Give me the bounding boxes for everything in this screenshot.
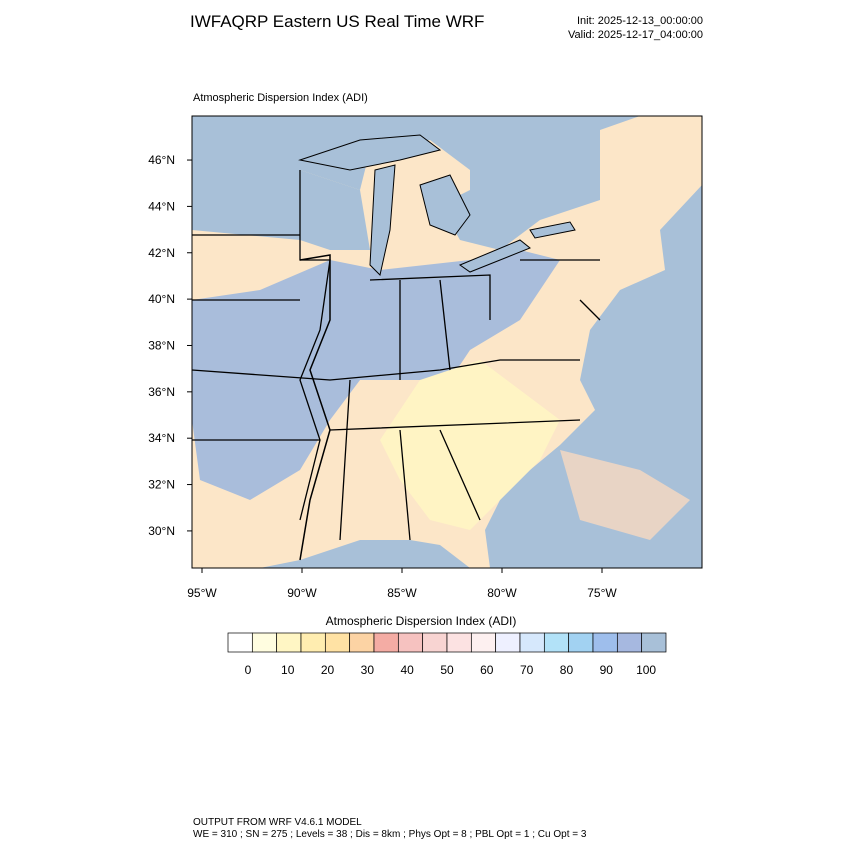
colorbar-tick-label: 30: [361, 663, 375, 677]
adi-high-central: [192, 250, 560, 500]
footer-line: WE = 310 ; SN = 275 ; Levels = 38 ; Dis …: [193, 829, 587, 840]
colorbar-title: Atmospheric Dispersion Index (ADI): [326, 614, 517, 628]
colorbar-tick-label: 10: [281, 663, 295, 677]
mississippi: [299, 254, 331, 561]
colorbar-tick-label: 50: [440, 663, 454, 677]
colorbar-tick-label: 80: [560, 663, 574, 677]
colorbar-box: [397, 632, 424, 653]
map-title: Atmospheric Dispersion Index (ADI): [193, 92, 368, 104]
valid-time: Valid: 2025-12-17_04:00:00: [568, 29, 703, 41]
title: IWFAQRP Eastern US Real Time WRF: [190, 12, 484, 31]
y-tick-label: 46°N: [148, 153, 175, 167]
colorbar-box: [616, 632, 643, 653]
y-tick-label: 42°N: [148, 246, 175, 260]
x-tick-label: 85°W: [387, 586, 417, 600]
colorbar-tick-label: 20: [321, 663, 335, 677]
y-tick-label: 36°N: [148, 385, 175, 399]
y-tick-label: 34°N: [148, 431, 175, 445]
colorbar-box: [227, 632, 253, 653]
lake-huron: [419, 174, 471, 236]
lake-ontario: [529, 221, 576, 239]
colorbar-box: [276, 632, 302, 653]
colorbar-box: [592, 632, 618, 653]
colorbar-tick-label: 70: [520, 663, 534, 677]
lake-superior: [298, 134, 442, 171]
colorbar-box: [495, 632, 521, 653]
y-tick-label: 38°N: [148, 338, 175, 352]
y-tick-label: 44°N: [148, 199, 175, 213]
colorbar-box: [422, 632, 448, 653]
colorbar-box: [300, 632, 326, 653]
lake-michigan: [369, 164, 396, 276]
lake-erie: [458, 239, 531, 273]
colorbar-box: [373, 632, 399, 653]
colorbar-box: [543, 632, 570, 653]
map: [192, 116, 702, 568]
colorbar-box: [324, 632, 351, 653]
colorbar-box: [446, 632, 472, 653]
adi-offshore: [560, 450, 690, 540]
colorbar-box: [251, 632, 278, 653]
colorbar-box: [519, 632, 545, 653]
init-time: Init: 2025-12-13_00:00:00: [577, 15, 703, 27]
x-tick-label: 80°W: [487, 586, 517, 600]
colorbar-tick-label: 100: [636, 663, 656, 677]
colorbar-tick-label: 40: [401, 663, 415, 677]
colorbar-box: [641, 632, 667, 653]
colorbar-box: [470, 632, 497, 653]
x-tick-label: 90°W: [287, 586, 317, 600]
colorbar-tick-label: 0: [245, 663, 252, 677]
footer-line: OUTPUT FROM WRF V4.6.1 MODEL: [193, 817, 362, 828]
colorbar-box: [568, 632, 594, 653]
state-borders: [192, 170, 601, 541]
x-tick-label: 75°W: [587, 586, 617, 600]
map-frame: [191, 115, 703, 569]
y-tick-label: 32°N: [148, 478, 175, 492]
colorbar-tick-label: 90: [600, 663, 614, 677]
y-tick-label: 40°N: [148, 292, 175, 306]
adi-high-north: [192, 116, 370, 250]
x-tick-label: 95°W: [187, 586, 217, 600]
adi-low-southeast: [380, 360, 560, 530]
y-tick-label: 30°N: [148, 524, 175, 538]
colorbar-tick-label: 60: [480, 663, 494, 677]
colorbar-box: [349, 632, 375, 653]
